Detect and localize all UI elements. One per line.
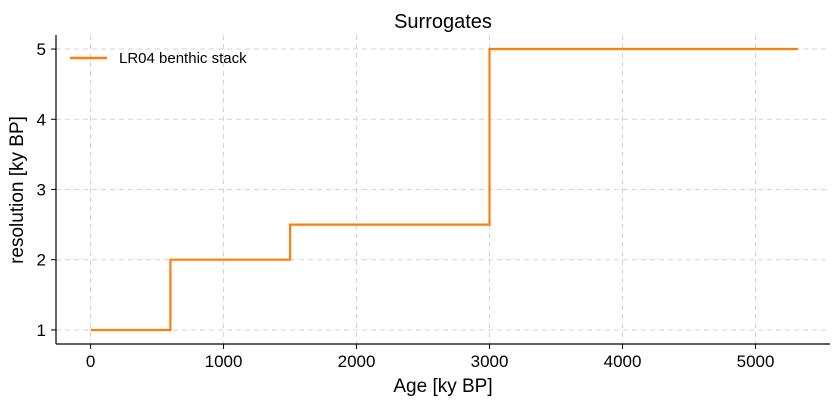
x-tick-label: 5000: [737, 352, 775, 371]
y-tick-label: 2: [37, 251, 46, 270]
x-tick-label: 2000: [338, 352, 376, 371]
chart-title: Surrogates: [394, 11, 492, 33]
y-tick-label: 5: [37, 40, 46, 59]
y-ticks: 1 2 3 4 5: [37, 40, 56, 340]
y-axis-label: resolution [ky BP]: [7, 116, 28, 264]
x-axis-label: Age [ky BP]: [393, 376, 492, 397]
grid: [56, 35, 830, 344]
x-ticks: 0 1000 2000 3000 4000 5000: [86, 344, 775, 371]
y-tick-label: 4: [37, 110, 46, 129]
legend: LR04 benthic stack: [70, 50, 247, 67]
x-tick-label: 3000: [471, 352, 509, 371]
x-tick-label: 0: [86, 352, 95, 371]
series-line-0: [90, 47, 799, 332]
series-layer: [90, 47, 799, 332]
y-tick-label: 1: [37, 321, 46, 340]
y-tick-label: 3: [37, 181, 46, 200]
legend-label: LR04 benthic stack: [119, 50, 247, 67]
x-tick-label: 4000: [604, 352, 642, 371]
x-tick-label: 1000: [205, 352, 243, 371]
